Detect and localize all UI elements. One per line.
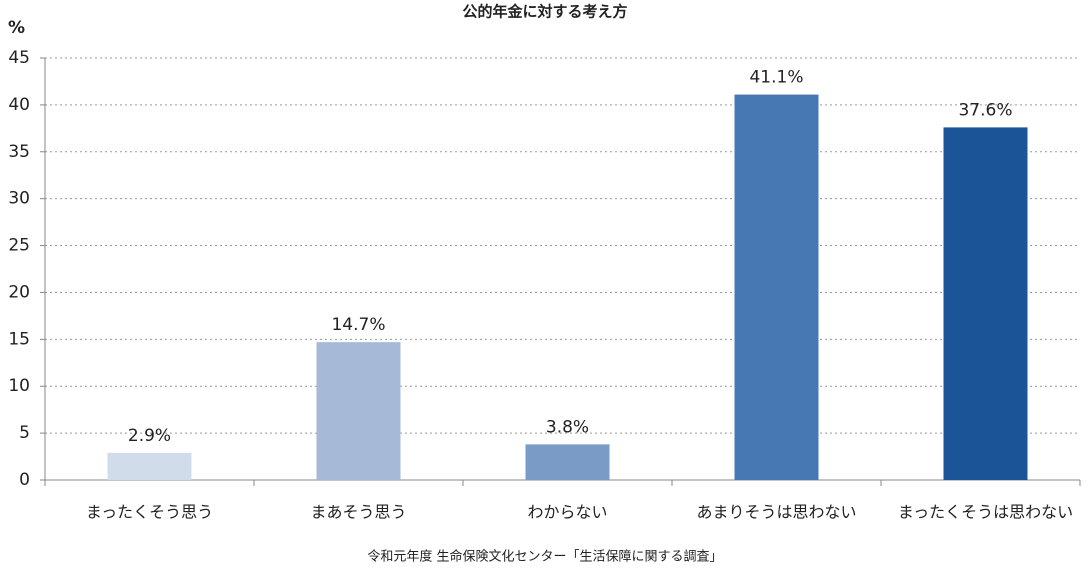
y-axis-label: % [8, 18, 25, 38]
x-tick-label: まあそう思う [310, 503, 406, 522]
x-tick-label: あまりそうは思わない [696, 503, 856, 522]
y-tick-label: 10 [8, 376, 30, 396]
y-tick-label: 0 [19, 470, 30, 490]
bar [734, 94, 819, 480]
y-tick-label: 30 [8, 189, 30, 209]
value-label: 3.8% [546, 417, 589, 437]
y-tick-label: 35 [8, 142, 30, 162]
value-label: 2.9% [128, 426, 171, 446]
y-tick-label: 15 [8, 329, 30, 349]
y-tick-label: 25 [8, 236, 30, 256]
source-note: 令和元年度 生命保険文化センター「生活保障に関する調査」 [367, 549, 722, 565]
chart-title: 公的年金に対する考え方 [462, 3, 627, 21]
y-tick-label: 45 [8, 48, 30, 68]
bar [316, 342, 401, 480]
x-tick-label: まったくそう思う [86, 503, 213, 522]
bar [943, 127, 1028, 480]
x-tick-label: まったくそうは思わない [898, 503, 1073, 522]
value-label: 37.6% [958, 100, 1012, 120]
x-tick-label: わからない [527, 503, 607, 522]
value-label: 41.1% [749, 68, 803, 88]
y-tick-label: 5 [19, 423, 30, 443]
bar [107, 452, 192, 480]
y-tick-label: 20 [8, 282, 30, 302]
value-label: 14.7% [331, 315, 385, 335]
bar [525, 444, 610, 480]
y-tick-label: 40 [8, 95, 30, 115]
